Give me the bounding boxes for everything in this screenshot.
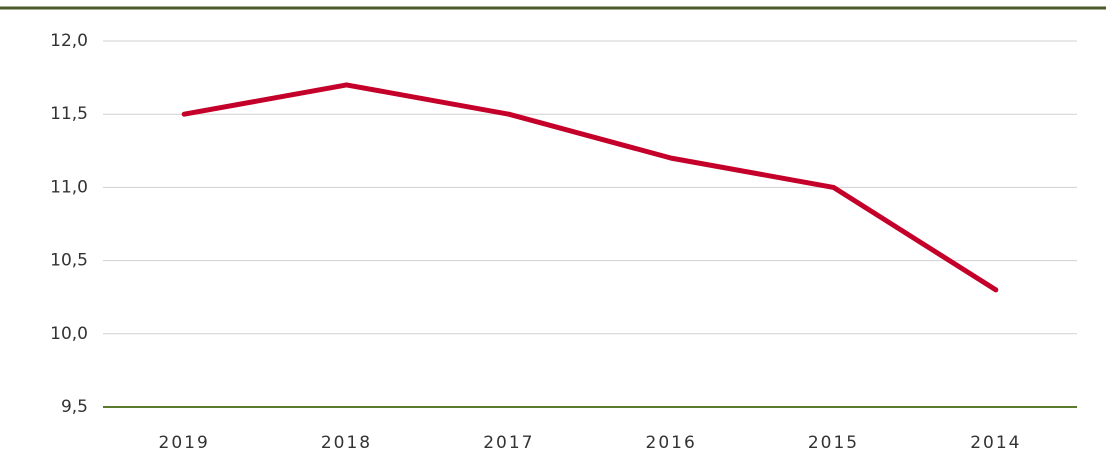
y-tick-label: 11,0 <box>50 177 88 197</box>
y-tick-label: 9,5 <box>61 397 88 417</box>
y-tick-label: 11,5 <box>50 104 88 124</box>
y-tick-label: 10,0 <box>50 324 88 344</box>
y-tick-label: 10,5 <box>50 251 88 271</box>
x-tick-label: 2015 <box>808 433 859 453</box>
x-tick-label: 2019 <box>159 433 210 453</box>
x-tick-label: 2017 <box>483 433 534 453</box>
x-tick-label: 2014 <box>970 433 1021 453</box>
y-tick-label: 12,0 <box>50 31 88 51</box>
line <box>181 82 999 293</box>
x-tick-label: 2016 <box>646 433 697 453</box>
x-tick-label: 2018 <box>321 433 372 453</box>
